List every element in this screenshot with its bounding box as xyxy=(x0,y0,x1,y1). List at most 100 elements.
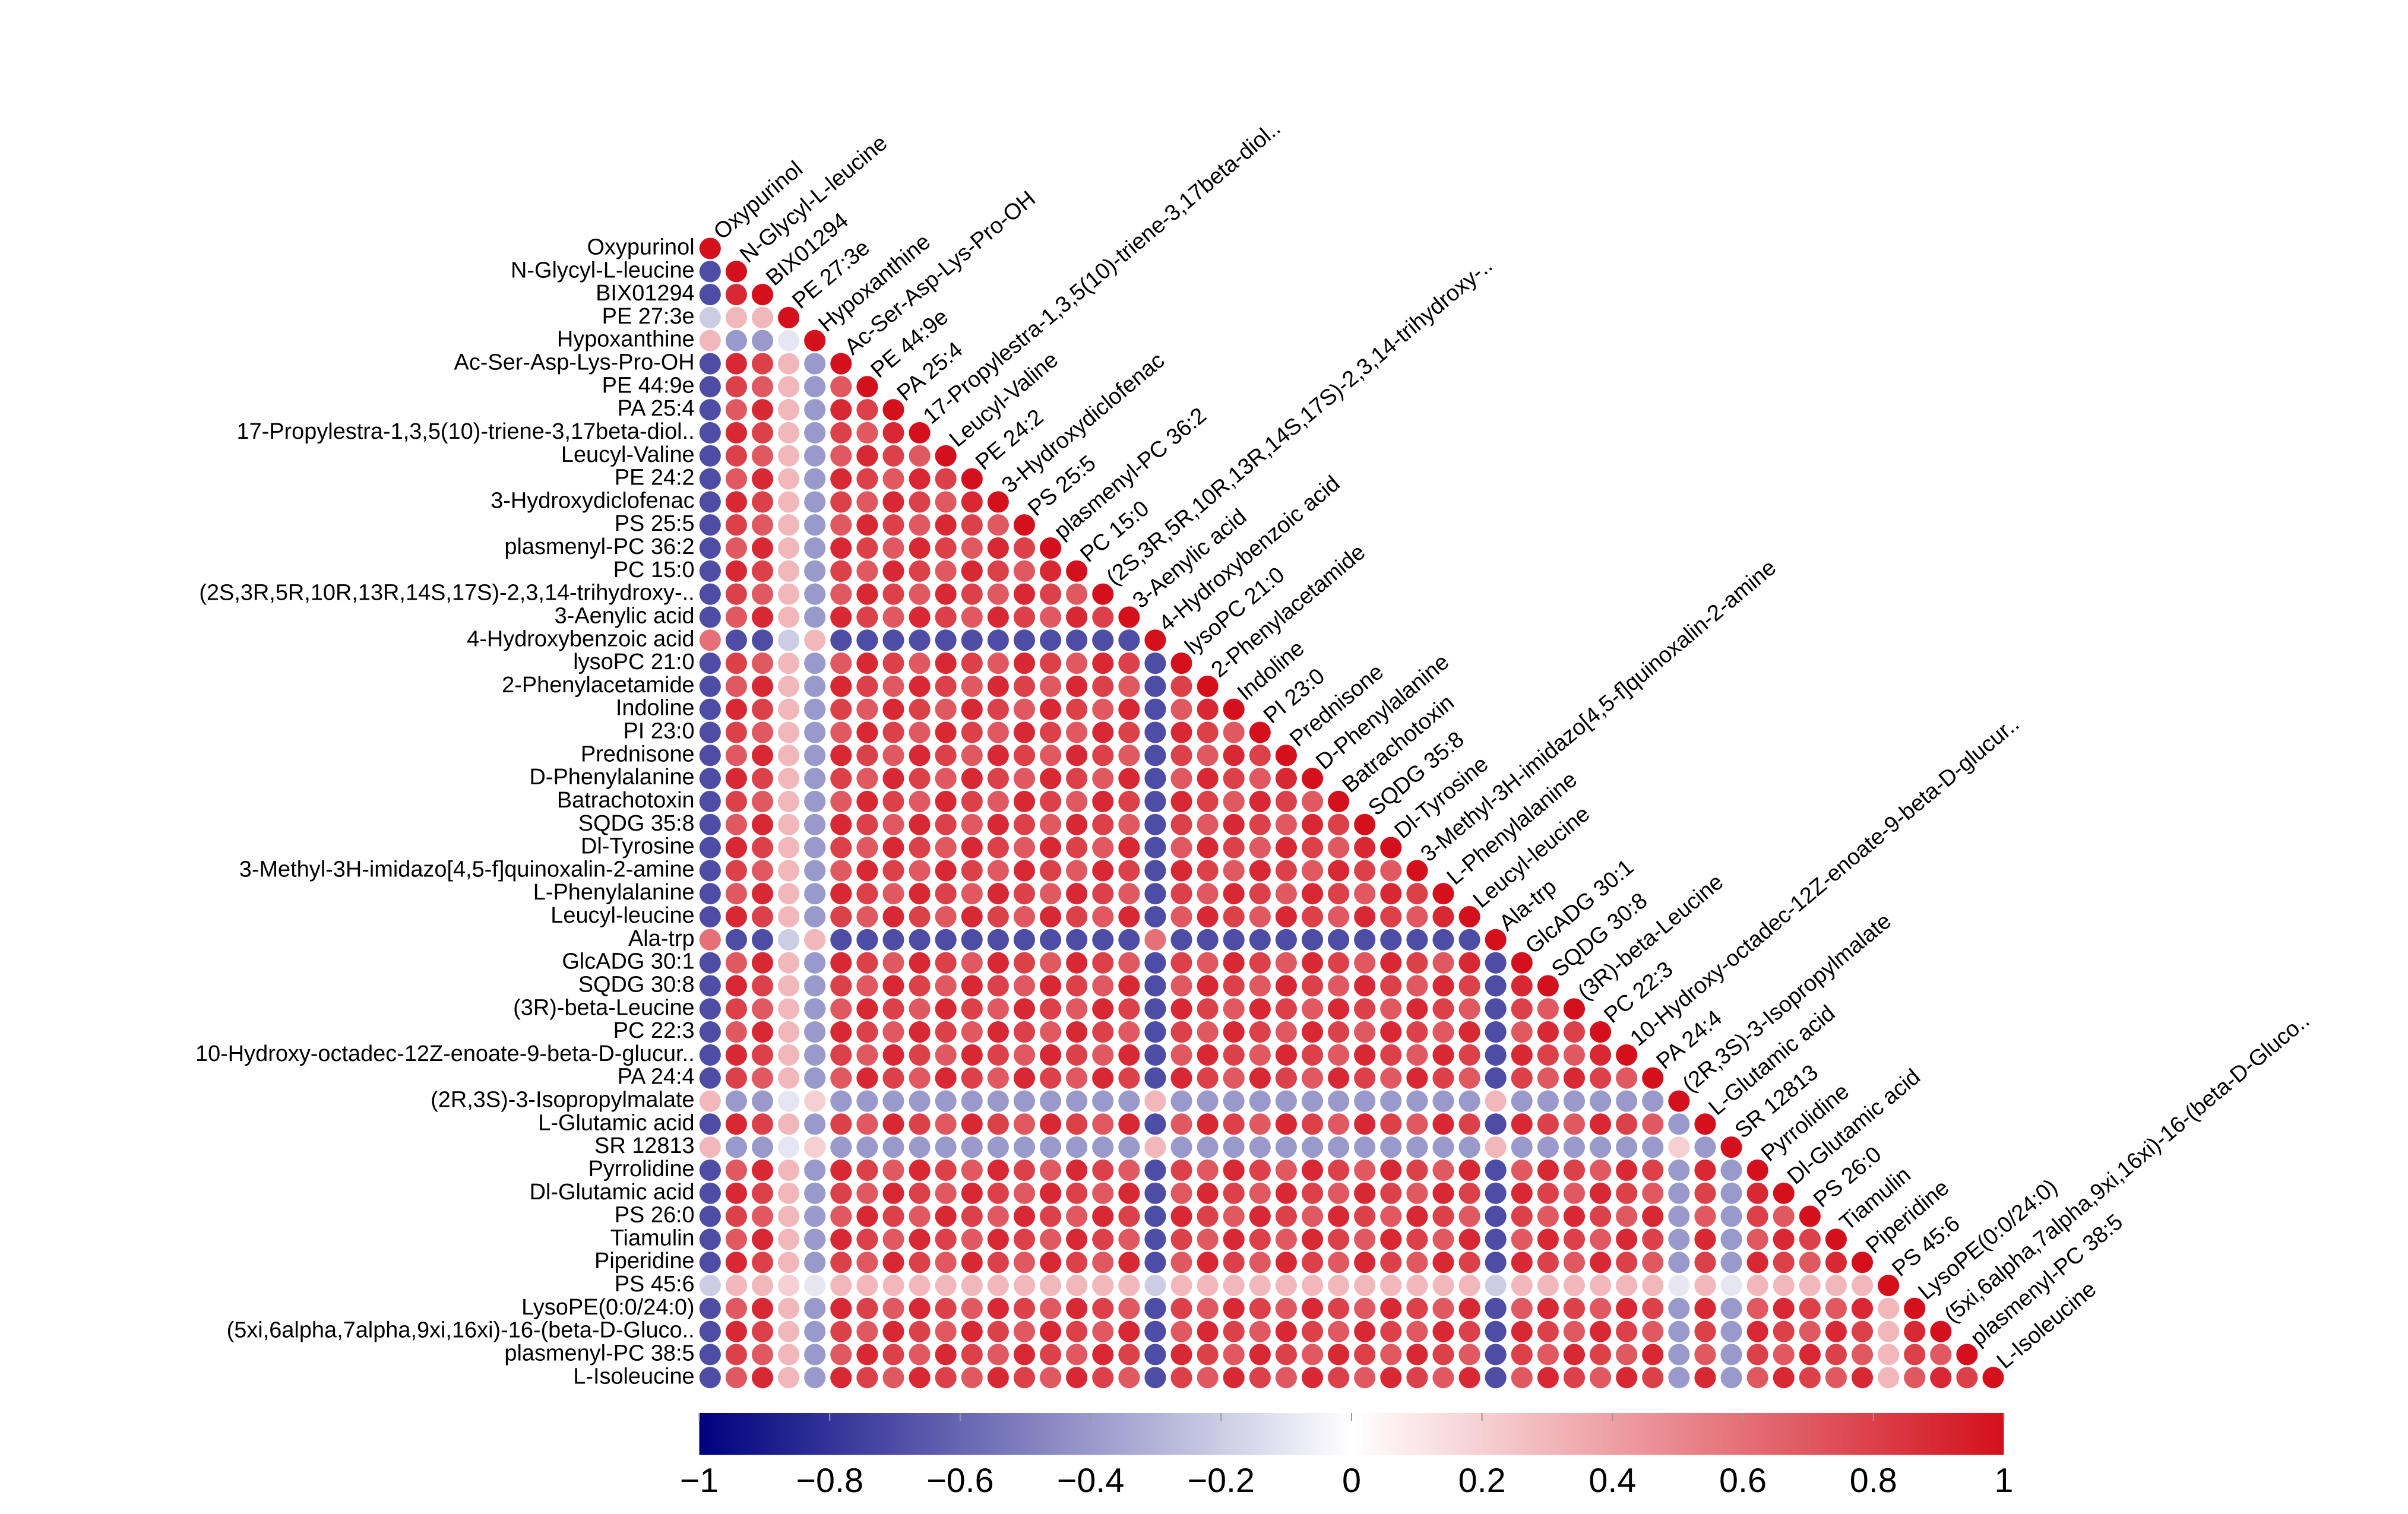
corr-dot xyxy=(987,537,1009,559)
corr-dot xyxy=(856,1182,878,1204)
corr-dot xyxy=(751,583,774,605)
corr-dot xyxy=(1406,1367,1428,1389)
corr-dot xyxy=(751,721,774,743)
corr-dot xyxy=(1249,998,1271,1020)
corr-dot xyxy=(1563,998,1586,1020)
corr-dot xyxy=(1563,1090,1586,1112)
colorbar-tick-label: −0.6 xyxy=(926,1462,994,1500)
corr-dot xyxy=(778,975,800,997)
corr-dot xyxy=(1432,1367,1454,1389)
corr-dot xyxy=(751,1021,774,1043)
corr-dot xyxy=(1013,653,1035,674)
corr-dot xyxy=(1197,998,1219,1020)
corr-dot xyxy=(804,445,826,467)
corr-dot xyxy=(1223,768,1245,790)
corr-dot xyxy=(961,537,983,559)
corr-dot xyxy=(778,1367,800,1389)
corr-dot xyxy=(1092,1367,1114,1389)
corr-dot xyxy=(725,560,747,582)
corr-dot xyxy=(856,445,878,467)
corr-dot xyxy=(1537,998,1559,1020)
corr-dot xyxy=(1170,790,1192,813)
corr-dot xyxy=(830,1274,852,1297)
corr-dot xyxy=(961,698,983,720)
corr-dot xyxy=(1642,1136,1664,1158)
corr-dot xyxy=(1040,929,1062,951)
corr-dot xyxy=(1406,998,1428,1020)
corr-dot xyxy=(1485,998,1507,1020)
corr-dot xyxy=(1485,1044,1507,1066)
corr-dot xyxy=(1537,1159,1559,1181)
corr-dot xyxy=(1406,1182,1428,1204)
corr-dot xyxy=(1118,653,1140,674)
corr-dot xyxy=(1878,1344,1900,1366)
corr-dot xyxy=(1354,1090,1376,1112)
corr-dot xyxy=(1432,998,1454,1020)
corr-dot xyxy=(830,860,852,882)
corr-dot xyxy=(1878,1297,1900,1319)
corr-dot xyxy=(1223,929,1245,951)
corr-dot xyxy=(751,629,774,651)
corr-dot xyxy=(830,514,852,536)
corr-dot xyxy=(1092,1136,1114,1158)
corr-dot xyxy=(882,1228,904,1250)
corr-dot xyxy=(1851,1344,1874,1366)
corr-dot xyxy=(1642,1113,1664,1135)
corr-dot xyxy=(778,1090,800,1112)
corr-dot xyxy=(699,1320,721,1342)
corr-dot xyxy=(1432,1044,1454,1066)
corr-dot xyxy=(725,1136,747,1158)
corr-dot xyxy=(1590,1228,1612,1250)
corr-dot xyxy=(1537,1044,1559,1066)
corr-dot xyxy=(1144,1159,1166,1181)
corr-dot xyxy=(1170,1067,1192,1089)
row-label: (5xi,6alpha,7alpha,9xi,16xi)-16-(beta-D-… xyxy=(227,1318,695,1343)
corr-dot xyxy=(987,745,1009,766)
corr-dot xyxy=(1406,1159,1428,1181)
corr-dot xyxy=(778,399,800,421)
corr-dot xyxy=(725,353,747,375)
corr-dot xyxy=(778,790,800,813)
corr-dot xyxy=(1013,1159,1035,1181)
colorbar-tick-label: 0.8 xyxy=(1850,1462,1897,1500)
corr-dot xyxy=(1485,1113,1507,1135)
corr-dot xyxy=(935,468,957,490)
corr-dot xyxy=(1066,745,1088,766)
corr-dot xyxy=(699,768,721,790)
corr-dot xyxy=(804,1159,826,1181)
corr-dot xyxy=(1563,1367,1586,1389)
corr-dot xyxy=(1668,1159,1690,1181)
corr-dot xyxy=(1144,790,1166,813)
corr-dot xyxy=(699,998,721,1020)
corr-dot xyxy=(1249,745,1271,766)
corr-dot xyxy=(961,1021,983,1043)
corr-dot xyxy=(1380,860,1402,882)
corr-dot xyxy=(1197,929,1219,951)
corr-dot xyxy=(1694,1159,1716,1181)
corr-dot xyxy=(961,1252,983,1274)
corr-dot xyxy=(987,837,1009,859)
corr-dot xyxy=(1668,1297,1690,1319)
corr-dot xyxy=(1380,1205,1402,1227)
corr-dot xyxy=(751,698,774,720)
corr-dot xyxy=(751,1205,774,1227)
corr-dot xyxy=(1249,837,1271,859)
corr-dot xyxy=(1668,1344,1690,1366)
corr-dot xyxy=(1013,813,1035,835)
corr-dot xyxy=(935,721,957,743)
corr-dot xyxy=(1328,952,1350,974)
corr-dot xyxy=(856,1344,878,1366)
corr-dot xyxy=(935,1113,957,1135)
corr-dot xyxy=(1197,1367,1219,1389)
corr-dot xyxy=(1590,1320,1612,1342)
corr-dot xyxy=(804,905,826,928)
corr-dot xyxy=(699,1367,721,1389)
corr-dot xyxy=(1040,1297,1062,1319)
corr-dot xyxy=(1223,1228,1245,1250)
corr-dot xyxy=(935,1044,957,1066)
corr-dot xyxy=(778,929,800,951)
corr-dot xyxy=(987,698,1009,720)
corr-dot xyxy=(1066,675,1088,697)
row-label: SQDG 30:8 xyxy=(578,972,695,997)
corr-dot xyxy=(1275,1159,1297,1181)
